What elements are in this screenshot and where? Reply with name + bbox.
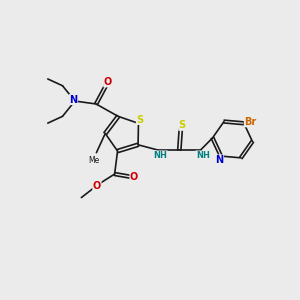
- Text: O: O: [93, 181, 101, 191]
- Text: N: N: [69, 94, 77, 105]
- Text: NH: NH: [196, 151, 210, 160]
- Text: N: N: [215, 155, 223, 165]
- Text: O: O: [104, 77, 112, 87]
- Text: Br: Br: [244, 117, 256, 127]
- Text: S: S: [136, 115, 143, 124]
- Text: Me: Me: [88, 156, 100, 165]
- Text: NH: NH: [154, 151, 167, 160]
- Text: S: S: [179, 120, 186, 130]
- Text: O: O: [130, 172, 138, 182]
